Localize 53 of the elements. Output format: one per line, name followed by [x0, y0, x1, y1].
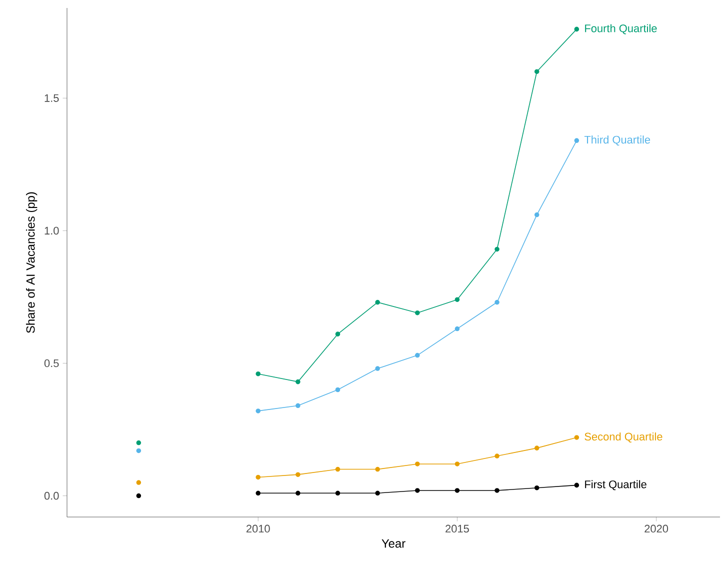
y-axis-title: Share of AI Vacancies (pp): [26, 192, 38, 333]
point: [375, 466, 380, 472]
x-tick-label: 2015: [446, 524, 469, 533]
point: [415, 310, 420, 316]
series-label: Third Quartile: [584, 136, 650, 146]
point: [494, 246, 500, 252]
point: [534, 485, 540, 490]
x-axis-title: Year: [382, 539, 406, 548]
point: [375, 300, 380, 305]
point: [296, 472, 300, 477]
point: [335, 490, 340, 496]
point: [296, 403, 300, 408]
point: [454, 326, 460, 332]
point: [534, 212, 540, 218]
point: [136, 493, 142, 498]
point: [296, 490, 300, 496]
point: [415, 488, 420, 493]
point: [256, 371, 261, 376]
point: [494, 488, 500, 493]
point: [574, 26, 580, 32]
point: [574, 435, 580, 440]
point: [574, 138, 580, 143]
series-label: Second Quartile: [584, 432, 662, 442]
x-tick-label: 2020: [644, 524, 668, 533]
point: [415, 462, 420, 466]
point: [454, 297, 460, 302]
point: [534, 69, 540, 74]
point: [136, 440, 142, 446]
point: [335, 387, 340, 392]
y-tick-label: 0.5: [44, 359, 59, 368]
point: [494, 454, 500, 458]
point: [454, 488, 460, 493]
point: [534, 446, 540, 450]
point: [256, 408, 261, 414]
point: [296, 379, 300, 384]
point: [375, 366, 380, 371]
x-tick-label: 2010: [246, 524, 270, 533]
point: [375, 490, 380, 496]
point: [494, 300, 500, 305]
y-tick-label: 1.0: [44, 226, 59, 235]
point: [136, 448, 142, 454]
series-label: Fourth Quartile: [585, 24, 657, 34]
point: [454, 462, 460, 466]
point: [574, 482, 580, 488]
series-label: First Quartile: [585, 480, 646, 490]
y-tick-label: 0.0: [44, 492, 59, 500]
y-tick-label: 1.5: [44, 94, 59, 102]
point: [256, 490, 261, 496]
point: [415, 352, 420, 358]
point: [335, 332, 340, 336]
point: [136, 480, 142, 485]
point: [335, 466, 340, 472]
point: [256, 474, 261, 480]
